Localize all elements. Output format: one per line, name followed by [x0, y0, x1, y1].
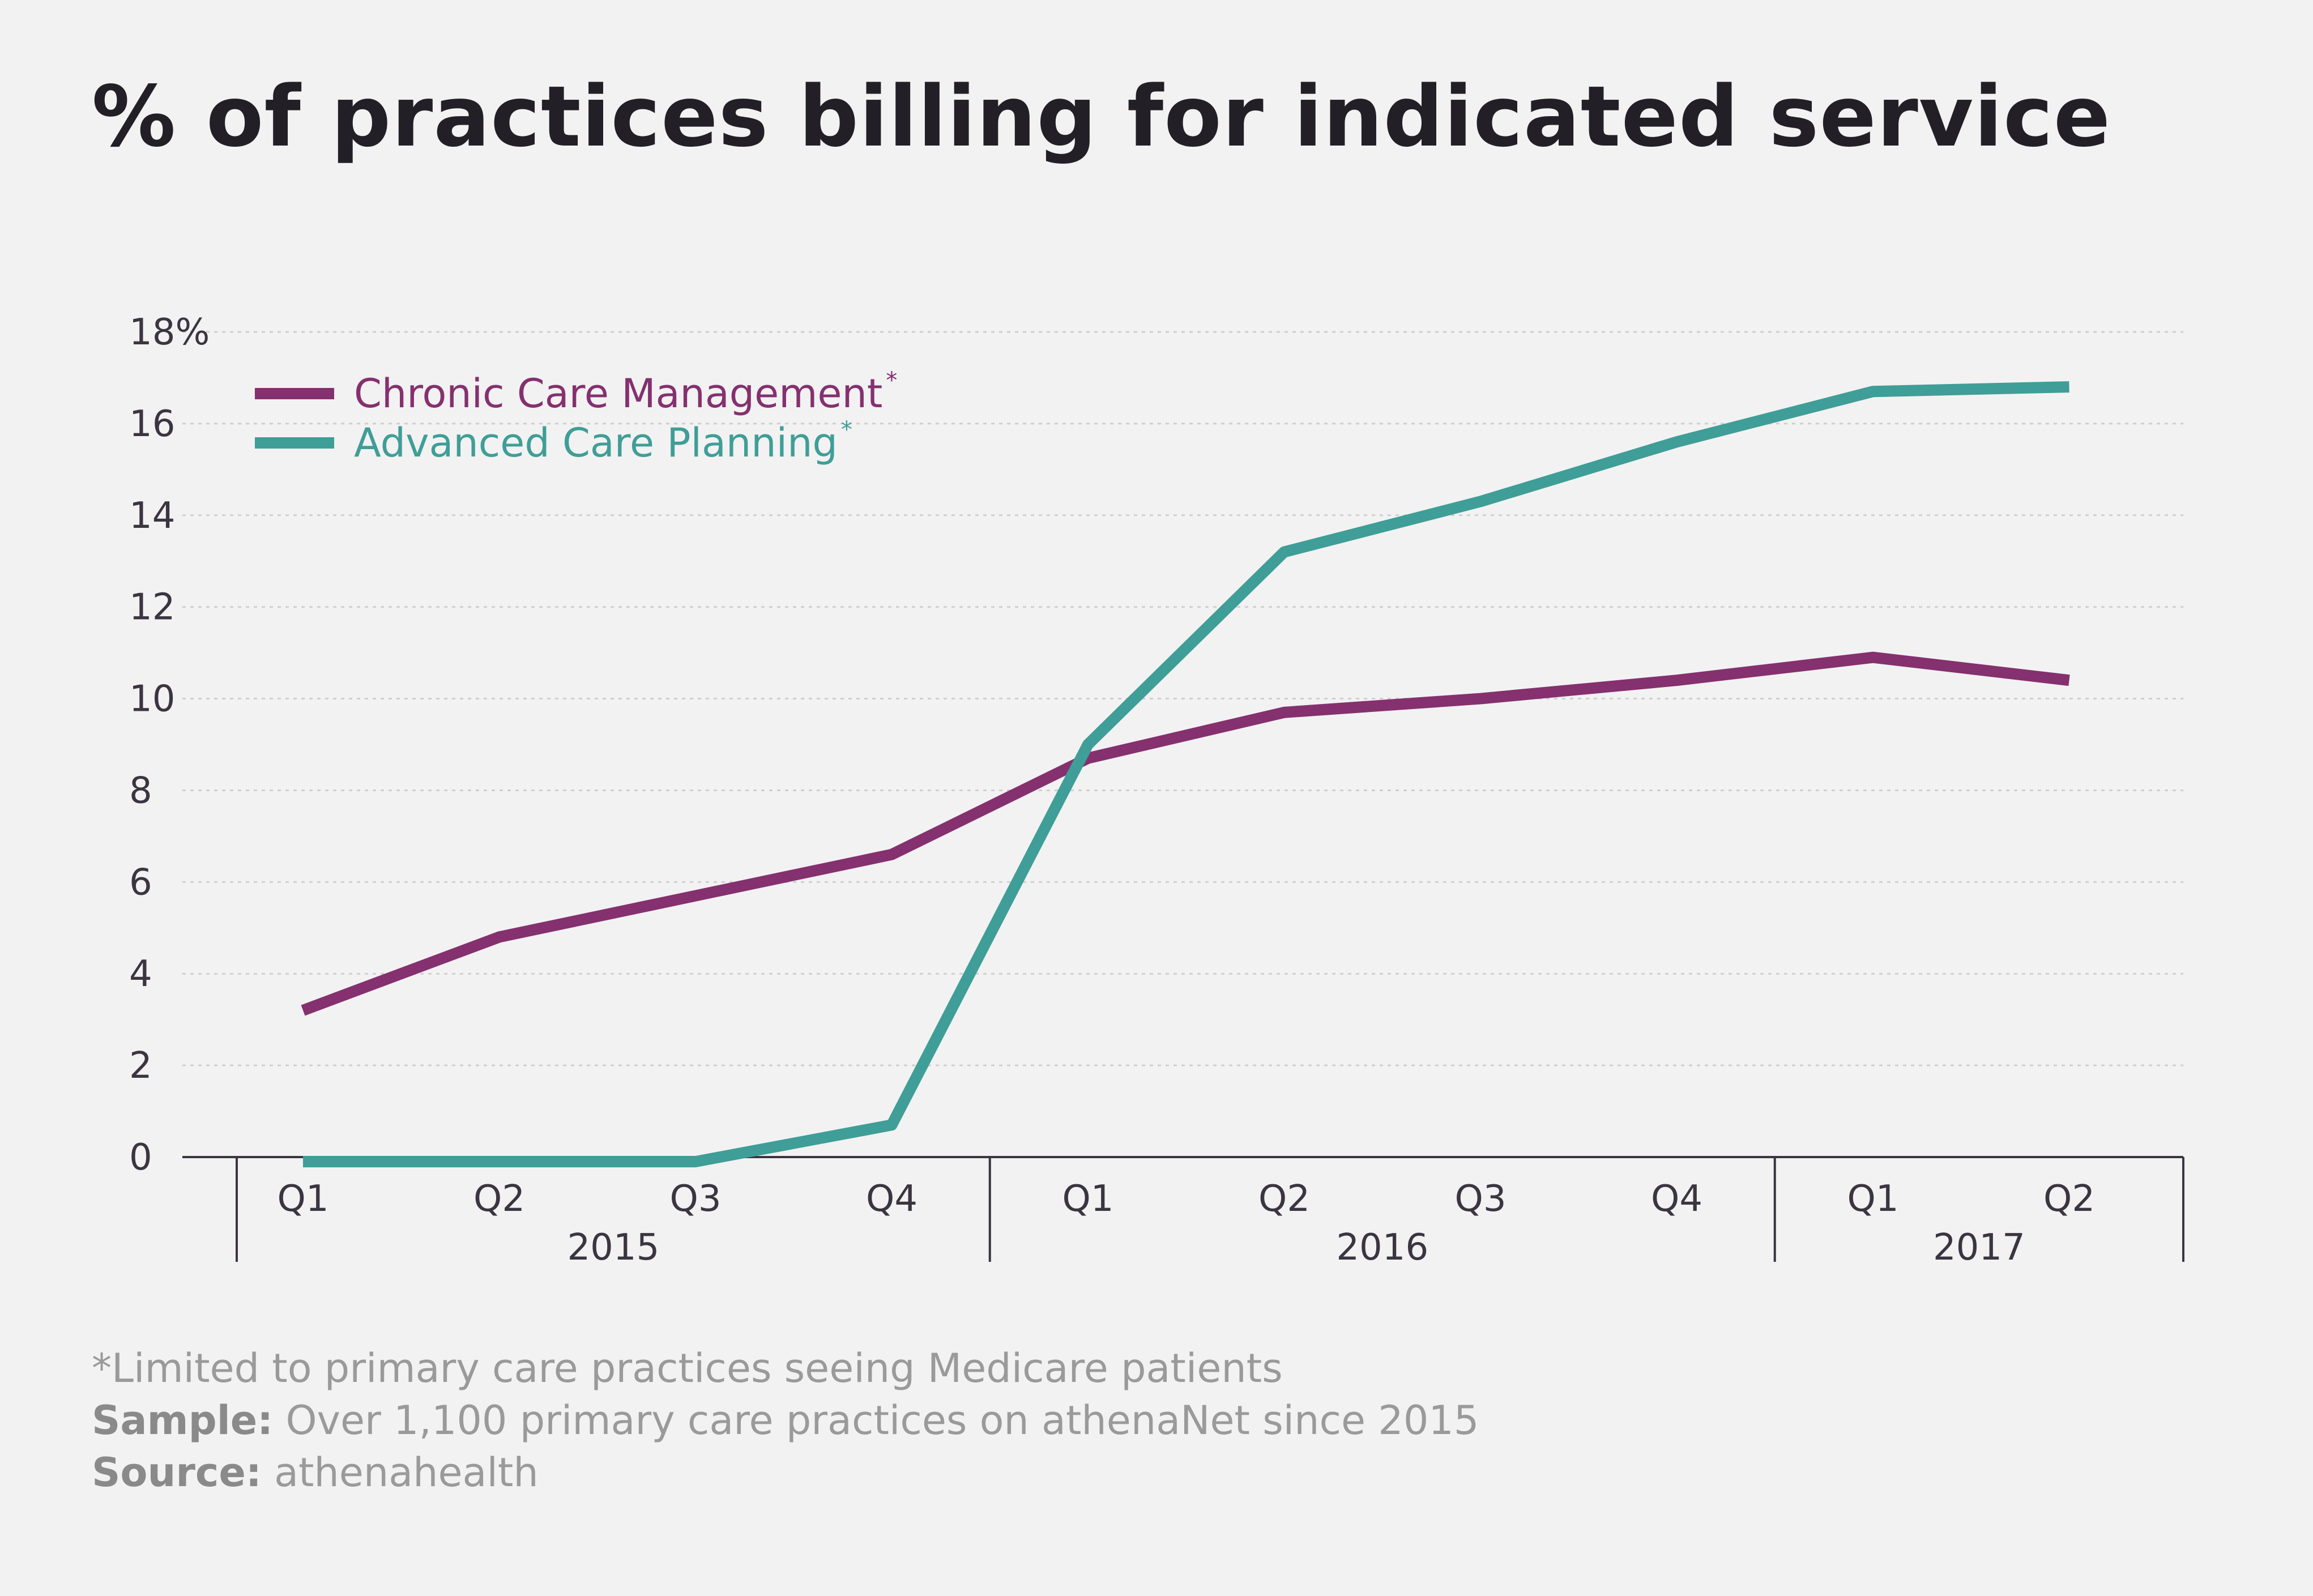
y-tick-label: 18%	[129, 311, 210, 353]
series-line-advanced-care	[303, 381, 2069, 1168]
x-tick-label: Q3	[1454, 1178, 1506, 1220]
x-tick-label: Q2	[2043, 1178, 2095, 1220]
chart-footer: *Limited to primary care practices seein…	[92, 1342, 1479, 1499]
x-tick-label: Q1	[1062, 1178, 1113, 1220]
y-tick-label: 6	[129, 861, 152, 903]
y-tick-label: 4	[129, 953, 152, 995]
x-tick-label: Q1	[1847, 1178, 1898, 1220]
chart-title: % of practices billing for indicated ser…	[92, 68, 2111, 165]
footnote: *Limited to primary care practices seein…	[92, 1345, 1283, 1392]
y-tick-label: 12	[129, 587, 175, 629]
x-tick-label: Q2	[1258, 1178, 1310, 1220]
y-tick-label: 0	[129, 1137, 152, 1179]
x-tick-label: Q2	[473, 1178, 525, 1220]
legend-label: Advanced Care Planning	[354, 420, 838, 466]
sample-text: Over 1,100 primary care practices on ath…	[285, 1397, 1479, 1444]
year-label: 2016	[1336, 1227, 1428, 1269]
y-tick-label: 2	[129, 1045, 152, 1087]
source-text: athenahealth	[274, 1449, 539, 1496]
source-line: Source: athenahealth	[92, 1446, 1479, 1499]
y-tick-label: 16	[129, 403, 175, 445]
x-tick-label: Q4	[1651, 1178, 1702, 1220]
legend-asterisk: *	[886, 368, 897, 394]
x-tick-label: Q4	[866, 1178, 917, 1220]
year-label: 2015	[567, 1227, 659, 1269]
sample-label: Sample:	[92, 1397, 274, 1444]
x-tick-label: Q3	[669, 1178, 721, 1220]
y-tick-label: 10	[129, 678, 175, 720]
sample-line: Sample: Over 1,100 primary care practice…	[92, 1394, 1479, 1446]
legend-asterisk: *	[841, 417, 852, 443]
source-label: Source:	[92, 1449, 262, 1496]
y-tick-label: 8	[129, 770, 152, 812]
x-tick-label: Q1	[277, 1178, 328, 1220]
y-tick-label: 14	[129, 495, 175, 537]
legend-label: Chronic Care Management	[354, 370, 882, 417]
series-line-chronic-care	[301, 651, 2070, 1016]
year-label: 2017	[1933, 1227, 2025, 1269]
